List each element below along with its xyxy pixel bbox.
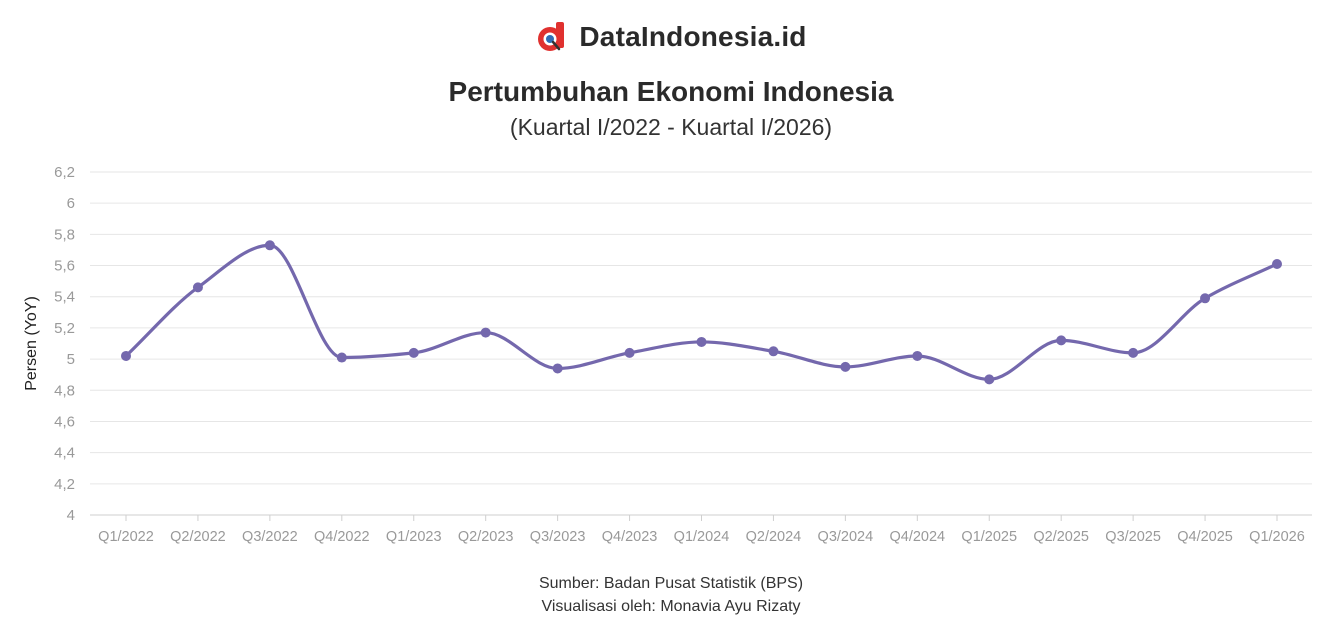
data-point: [121, 350, 131, 361]
x-tick-label: Q2/2024: [746, 529, 802, 545]
data-point: [696, 336, 707, 347]
gridlines: [90, 171, 1312, 516]
x-tick-label: Q1/2024: [674, 529, 730, 545]
x-tick-label: Q2/2023: [458, 529, 514, 545]
chart-footer: Sumber: Badan Pusat Statistik (BPS) Visu…: [0, 572, 1342, 618]
y-tick-label: 5,2: [54, 320, 75, 337]
data-point: [1200, 293, 1211, 304]
data-point: [1272, 258, 1282, 269]
brand-header: DataIndonesia.id: [0, 20, 1342, 54]
y-tick-label: 4: [67, 507, 75, 524]
y-axis-label: Persen (YoY): [23, 296, 40, 391]
x-tick-label: Q3/2024: [818, 529, 874, 545]
y-tick-label: 5: [67, 351, 75, 368]
data-point: [192, 282, 203, 293]
x-tick-label: Q3/2023: [530, 529, 586, 545]
data-point: [984, 374, 995, 385]
x-axis-ticks: Q1/2022 Q2/2022 Q3/2022 Q4/2022 Q1/2023 Q2/20…: [98, 515, 1305, 545]
data-point: [552, 363, 563, 374]
chart-title: Pertumbuhan Ekonomi Indonesia: [448, 76, 894, 107]
y-tick-label: 6: [67, 195, 75, 212]
credit-note: Visualisasi oleh: Monavia Ayu Rizaty: [541, 598, 801, 615]
x-tick-label: Q4/2023: [602, 529, 658, 545]
x-tick-label: Q4/2022: [314, 529, 370, 545]
data-point: [912, 350, 923, 361]
data-point: [768, 346, 779, 357]
data-point: [1056, 335, 1067, 346]
x-tick-label: Q1/2025: [961, 529, 1017, 545]
y-tick-label: 6,2: [54, 164, 75, 181]
data-points: [121, 240, 1282, 385]
y-tick-label: 4,4: [54, 445, 75, 462]
series-line: [124, 243, 1279, 381]
data-point: [408, 347, 419, 358]
chart-subtitle: (Kuartal I/2022 - Kuartal I/2026): [509, 114, 833, 140]
data-point: [840, 361, 851, 372]
x-tick-label: Q1/2022: [98, 529, 154, 545]
data-point: [264, 240, 275, 251]
y-tick-label: 4,8: [54, 382, 75, 399]
data-point: [624, 347, 635, 358]
brand-name: DataIndonesia.id: [579, 21, 807, 52]
x-tick-label: Q4/2024: [889, 529, 945, 545]
y-tick-label: 5,4: [54, 289, 75, 306]
data-point: [480, 327, 491, 338]
x-tick-label: Q4/2025: [1177, 529, 1233, 545]
y-axis-ticks: 4 4,2 4,4 4,6 4,8 5 5,2 5,4 5,6 5,8 6 6,2: [54, 164, 75, 524]
y-tick-label: 4,2: [54, 476, 75, 493]
data-point: [1128, 347, 1139, 358]
source-note: Sumber: Badan Pusat Statistik (BPS): [538, 575, 804, 592]
y-tick-label: 4,6: [54, 413, 75, 430]
x-tick-label: Q2/2022: [170, 529, 226, 545]
x-tick-label: Q1/2026: [1249, 529, 1305, 545]
data-point: [336, 352, 347, 363]
y-tick-label: 5,6: [54, 258, 75, 275]
y-tick-label: 5,8: [54, 226, 75, 243]
x-tick-label: Q1/2023: [386, 529, 442, 545]
dataindonesia-logo-icon: [538, 22, 565, 51]
x-tick-label: Q2/2025: [1033, 529, 1089, 545]
line-chart: 4 4,2 4,4 4,6 4,8 5 5,2 5,4 5,6 5,8 6 6,2 Q1/2022 Q2…: [23, 164, 1312, 545]
x-tick-label: Q3/2025: [1105, 529, 1161, 545]
x-tick-label: Q3/2022: [242, 529, 298, 545]
